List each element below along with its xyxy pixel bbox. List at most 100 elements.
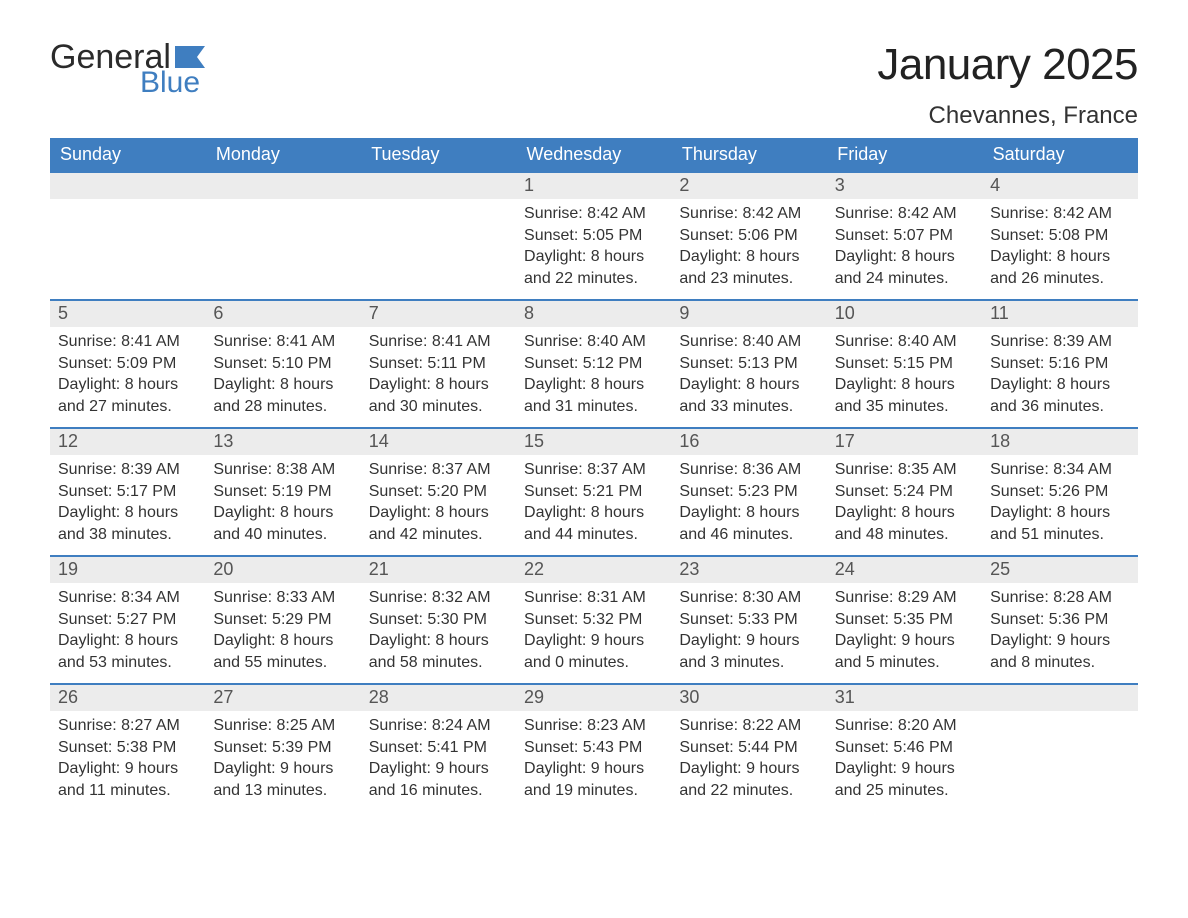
daylight-line2: and 24 minutes. bbox=[835, 268, 974, 290]
daylight-line1: Daylight: 8 hours bbox=[524, 246, 663, 268]
day-number: 17 bbox=[827, 429, 982, 455]
daylight-line2: and 51 minutes. bbox=[990, 524, 1129, 546]
day-data: Sunrise: 8:37 AMSunset: 5:21 PMDaylight:… bbox=[516, 455, 671, 553]
day-cell bbox=[50, 172, 205, 300]
dayheader-tuesday: Tuesday bbox=[361, 138, 516, 172]
day-cell: 9Sunrise: 8:40 AMSunset: 5:13 PMDaylight… bbox=[671, 300, 826, 428]
day-data: Sunrise: 8:39 AMSunset: 5:16 PMDaylight:… bbox=[982, 327, 1137, 425]
sunrise-text: Sunrise: 8:25 AM bbox=[213, 715, 352, 737]
day-number: 29 bbox=[516, 685, 671, 711]
day-number bbox=[50, 173, 205, 199]
sunrise-text: Sunrise: 8:33 AM bbox=[213, 587, 352, 609]
sunset-text: Sunset: 5:11 PM bbox=[369, 353, 508, 375]
daylight-line1: Daylight: 8 hours bbox=[524, 374, 663, 396]
daylight-line2: and 31 minutes. bbox=[524, 396, 663, 418]
daylight-line1: Daylight: 9 hours bbox=[835, 630, 974, 652]
day-data: Sunrise: 8:25 AMSunset: 5:39 PMDaylight:… bbox=[205, 711, 360, 809]
sunrise-text: Sunrise: 8:34 AM bbox=[58, 587, 197, 609]
day-number: 28 bbox=[361, 685, 516, 711]
day-cell: 13Sunrise: 8:38 AMSunset: 5:19 PMDayligh… bbox=[205, 428, 360, 556]
daylight-line2: and 33 minutes. bbox=[679, 396, 818, 418]
day-cell: 11Sunrise: 8:39 AMSunset: 5:16 PMDayligh… bbox=[982, 300, 1137, 428]
day-cell: 17Sunrise: 8:35 AMSunset: 5:24 PMDayligh… bbox=[827, 428, 982, 556]
sunset-text: Sunset: 5:33 PM bbox=[679, 609, 818, 631]
day-data: Sunrise: 8:29 AMSunset: 5:35 PMDaylight:… bbox=[827, 583, 982, 681]
day-cell: 7Sunrise: 8:41 AMSunset: 5:11 PMDaylight… bbox=[361, 300, 516, 428]
daylight-line2: and 48 minutes. bbox=[835, 524, 974, 546]
sunrise-text: Sunrise: 8:39 AM bbox=[58, 459, 197, 481]
day-data: Sunrise: 8:31 AMSunset: 5:32 PMDaylight:… bbox=[516, 583, 671, 681]
day-cell: 16Sunrise: 8:36 AMSunset: 5:23 PMDayligh… bbox=[671, 428, 826, 556]
sunset-text: Sunset: 5:36 PM bbox=[990, 609, 1129, 631]
day-cell: 12Sunrise: 8:39 AMSunset: 5:17 PMDayligh… bbox=[50, 428, 205, 556]
day-data: Sunrise: 8:42 AMSunset: 5:07 PMDaylight:… bbox=[827, 199, 982, 297]
daylight-line1: Daylight: 8 hours bbox=[835, 246, 974, 268]
daylight-line2: and 5 minutes. bbox=[835, 652, 974, 674]
day-data: Sunrise: 8:40 AMSunset: 5:13 PMDaylight:… bbox=[671, 327, 826, 425]
day-cell: 1Sunrise: 8:42 AMSunset: 5:05 PMDaylight… bbox=[516, 172, 671, 300]
daylight-line1: Daylight: 8 hours bbox=[679, 502, 818, 524]
daylight-line2: and 27 minutes. bbox=[58, 396, 197, 418]
sunset-text: Sunset: 5:41 PM bbox=[369, 737, 508, 759]
day-number: 2 bbox=[671, 173, 826, 199]
daylight-line2: and 35 minutes. bbox=[835, 396, 974, 418]
sunrise-text: Sunrise: 8:30 AM bbox=[679, 587, 818, 609]
sunrise-text: Sunrise: 8:28 AM bbox=[990, 587, 1129, 609]
day-number: 23 bbox=[671, 557, 826, 583]
logo: General Blue bbox=[50, 40, 205, 98]
sunset-text: Sunset: 5:39 PM bbox=[213, 737, 352, 759]
daylight-line2: and 58 minutes. bbox=[369, 652, 508, 674]
day-cell: 3Sunrise: 8:42 AMSunset: 5:07 PMDaylight… bbox=[827, 172, 982, 300]
day-number: 11 bbox=[982, 301, 1137, 327]
day-number: 31 bbox=[827, 685, 982, 711]
daylight-line1: Daylight: 8 hours bbox=[369, 374, 508, 396]
sunrise-text: Sunrise: 8:42 AM bbox=[524, 203, 663, 225]
day-header-row: Sunday Monday Tuesday Wednesday Thursday… bbox=[50, 138, 1138, 172]
day-cell bbox=[982, 684, 1137, 812]
daylight-line2: and 0 minutes. bbox=[524, 652, 663, 674]
logo-text-blue: Blue bbox=[140, 68, 205, 98]
sunset-text: Sunset: 5:27 PM bbox=[58, 609, 197, 631]
day-number: 9 bbox=[671, 301, 826, 327]
daylight-line1: Daylight: 8 hours bbox=[835, 374, 974, 396]
day-cell: 2Sunrise: 8:42 AMSunset: 5:06 PMDaylight… bbox=[671, 172, 826, 300]
day-number: 6 bbox=[205, 301, 360, 327]
day-number: 16 bbox=[671, 429, 826, 455]
daylight-line2: and 25 minutes. bbox=[835, 780, 974, 802]
day-data: Sunrise: 8:41 AMSunset: 5:10 PMDaylight:… bbox=[205, 327, 360, 425]
header: General Blue January 2025 Chevannes, Fra… bbox=[50, 40, 1138, 130]
sunrise-text: Sunrise: 8:40 AM bbox=[835, 331, 974, 353]
sunset-text: Sunset: 5:08 PM bbox=[990, 225, 1129, 247]
daylight-line2: and 42 minutes. bbox=[369, 524, 508, 546]
sunset-text: Sunset: 5:43 PM bbox=[524, 737, 663, 759]
day-data: Sunrise: 8:22 AMSunset: 5:44 PMDaylight:… bbox=[671, 711, 826, 809]
day-cell: 6Sunrise: 8:41 AMSunset: 5:10 PMDaylight… bbox=[205, 300, 360, 428]
day-cell: 27Sunrise: 8:25 AMSunset: 5:39 PMDayligh… bbox=[205, 684, 360, 812]
day-number: 15 bbox=[516, 429, 671, 455]
daylight-line2: and 46 minutes. bbox=[679, 524, 818, 546]
daylight-line1: Daylight: 8 hours bbox=[990, 502, 1129, 524]
day-cell: 20Sunrise: 8:33 AMSunset: 5:29 PMDayligh… bbox=[205, 556, 360, 684]
sunset-text: Sunset: 5:16 PM bbox=[990, 353, 1129, 375]
day-cell: 19Sunrise: 8:34 AMSunset: 5:27 PMDayligh… bbox=[50, 556, 205, 684]
day-number: 24 bbox=[827, 557, 982, 583]
sunset-text: Sunset: 5:26 PM bbox=[990, 481, 1129, 503]
day-number: 27 bbox=[205, 685, 360, 711]
day-number: 26 bbox=[50, 685, 205, 711]
day-cell: 22Sunrise: 8:31 AMSunset: 5:32 PMDayligh… bbox=[516, 556, 671, 684]
daylight-line1: Daylight: 8 hours bbox=[369, 502, 508, 524]
daylight-line2: and 19 minutes. bbox=[524, 780, 663, 802]
location-subtitle: Chevannes, France bbox=[877, 102, 1138, 130]
sunrise-text: Sunrise: 8:34 AM bbox=[990, 459, 1129, 481]
day-cell: 28Sunrise: 8:24 AMSunset: 5:41 PMDayligh… bbox=[361, 684, 516, 812]
day-cell: 26Sunrise: 8:27 AMSunset: 5:38 PMDayligh… bbox=[50, 684, 205, 812]
daylight-line1: Daylight: 8 hours bbox=[990, 374, 1129, 396]
day-number: 8 bbox=[516, 301, 671, 327]
daylight-line1: Daylight: 9 hours bbox=[679, 758, 818, 780]
sunset-text: Sunset: 5:10 PM bbox=[213, 353, 352, 375]
day-cell: 5Sunrise: 8:41 AMSunset: 5:09 PMDaylight… bbox=[50, 300, 205, 428]
day-cell: 18Sunrise: 8:34 AMSunset: 5:26 PMDayligh… bbox=[982, 428, 1137, 556]
daylight-line2: and 53 minutes. bbox=[58, 652, 197, 674]
day-number: 30 bbox=[671, 685, 826, 711]
sunset-text: Sunset: 5:44 PM bbox=[679, 737, 818, 759]
